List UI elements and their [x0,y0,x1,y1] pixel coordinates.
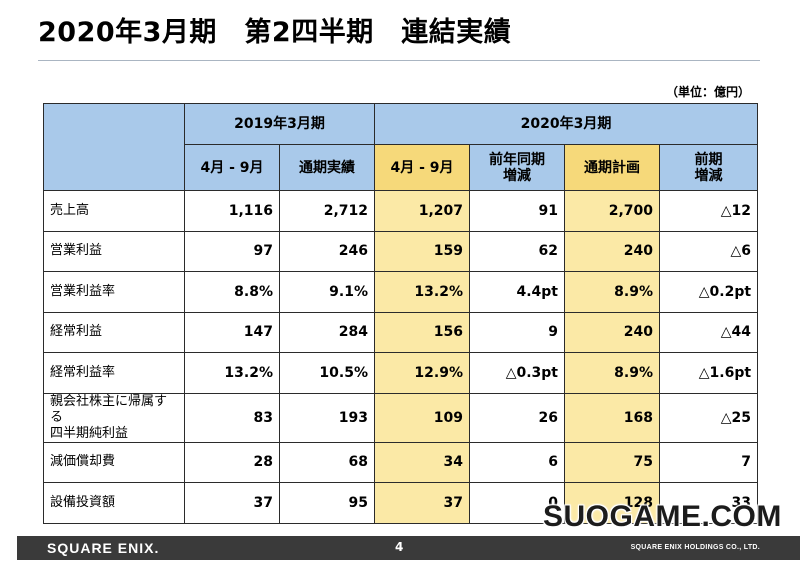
row-label: 営業利益率 [43,271,185,313]
value-cell: 8.9% [564,352,660,394]
value-cell: 6 [469,441,565,483]
value-cell: 1,116 [184,190,280,232]
value-cell: 62 [469,230,565,272]
value-cell: 2,712 [279,190,375,232]
value-cell: 159 [374,230,470,272]
header-fy2020: 2020年3月期 [373,103,759,145]
value-cell: 246 [279,230,375,272]
table-row: 設備投資額 37 95 37 0 128 33 [43,482,759,524]
row-label: 減価償却費 [43,441,185,483]
value-cell: △1.6pt [658,352,759,394]
value-cell: 68 [279,441,375,483]
row-label: 営業利益 [43,230,185,272]
header-col-vs-prior: 前期 増減 [658,144,759,191]
value-cell: 28 [184,441,280,483]
row-label: 売上高 [43,190,185,232]
value-cell: 34 [374,441,470,483]
value-cell: 240 [564,311,660,353]
value-cell: △0.2pt [658,271,759,313]
header-col-yoy: 前年同期 増減 [469,144,565,191]
header-col-2020-h1: 4月 - 9月 [374,144,470,191]
table-row: 営業利益率 8.8% 9.1% 13.2% 4.4pt 8.9% △0.2pt [43,271,759,313]
value-cell: △12 [658,190,759,232]
header-col-2019-full: 通期実績 [279,144,375,191]
value-cell: 168 [564,392,660,443]
value-cell: △44 [658,311,759,353]
row-label: 設備投資額 [43,482,185,524]
value-cell: 156 [374,311,470,353]
value-cell: 8.9% [564,271,660,313]
value-cell: 12.9% [374,352,470,394]
header-col-2019-h1: 4月 - 9月 [184,144,280,191]
company-name: SQUARE ENIX HOLDINGS CO., LTD. [630,544,760,551]
value-cell: 109 [374,392,470,443]
watermark: SUOGAME.COM [543,500,782,533]
page-number: 4 [395,540,404,554]
value-cell: 13.2% [184,352,280,394]
value-cell: 95 [279,482,375,524]
header-corner-cell [43,103,185,191]
results-table: 2019年3月期 2020年3月期 4月 - 9月 通期実績 4月 - 9月 前… [43,103,759,524]
value-cell: △0.3pt [469,352,565,394]
row-label: 親会社株主に帰属する 四半期純利益 [43,392,185,443]
value-cell: 193 [279,392,375,443]
value-cell: △25 [658,392,759,443]
value-cell: 10.5% [279,352,375,394]
table-row: 売上高 1,116 2,712 1,207 91 2,700 △12 [43,190,759,232]
value-cell: 91 [469,190,565,232]
value-cell: 128 [564,482,660,524]
table-row: 親会社株主に帰属する 四半期純利益 83 193 109 26 168 △25 [43,392,759,443]
value-cell: 240 [564,230,660,272]
page-title: 2020年3月期 第2四半期 連結実績 [38,17,512,48]
value-cell: 37 [184,482,280,524]
table-row: 減価償却費 28 68 34 6 75 7 [43,441,759,483]
value-cell: △6 [658,230,759,272]
header-row-years: 2019年3月期 2020年3月期 [43,103,759,191]
header-col-plan: 通期計画 [564,144,660,191]
value-cell: 9 [469,311,565,353]
value-cell: 147 [184,311,280,353]
value-cell: 13.2% [374,271,470,313]
row-label: 経常利益 [43,311,185,353]
title-divider [38,60,760,61]
header-fy2019: 2019年3月期 [184,103,375,145]
value-cell: 1,207 [374,190,470,232]
table-row: 営業利益 97 246 159 62 240 △6 [43,230,759,272]
value-cell: 8.8% [184,271,280,313]
value-cell: 2,700 [564,190,660,232]
value-cell: 284 [279,311,375,353]
value-cell: 26 [469,392,565,443]
value-cell: 33 [658,482,759,524]
value-cell: 75 [564,441,660,483]
value-cell: 83 [184,392,280,443]
footer-bar: SQUARE ENIX. 4 SQUARE ENIX HOLDINGS CO.,… [17,536,800,560]
square-enix-logo: SQUARE ENIX. [47,540,160,556]
row-label: 経常利益率 [43,352,185,394]
unit-label: （単位：億円） [665,85,750,99]
value-cell: 97 [184,230,280,272]
table-row: 経常利益率 13.2% 10.5% 12.9% △0.3pt 8.9% △1.6pt [43,352,759,394]
value-cell: 37 [374,482,470,524]
table-row: 経常利益 147 284 156 9 240 △44 [43,311,759,353]
value-cell: 4.4pt [469,271,565,313]
value-cell: 7 [658,441,759,483]
value-cell: 9.1% [279,271,375,313]
value-cell: 0 [469,482,565,524]
header-row-columns: 4月 - 9月 通期実績 4月 - 9月 前年同期 増減 通期計画 前期 増減 [44,144,759,191]
